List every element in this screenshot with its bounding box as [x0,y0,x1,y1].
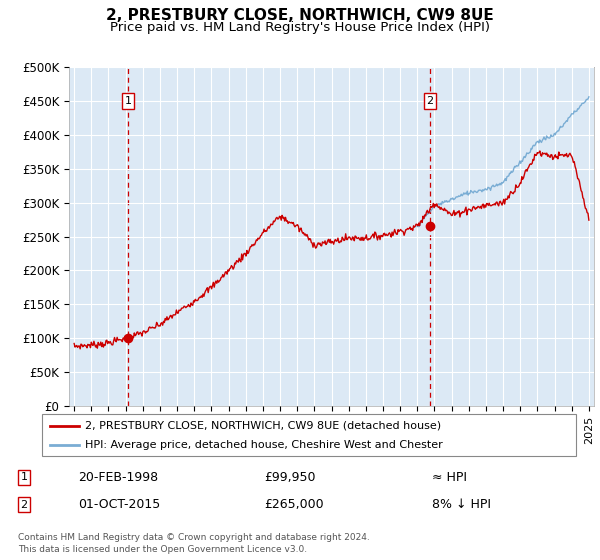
Text: Price paid vs. HM Land Registry's House Price Index (HPI): Price paid vs. HM Land Registry's House … [110,21,490,34]
Text: 01-OCT-2015: 01-OCT-2015 [78,498,160,511]
Text: ≈ HPI: ≈ HPI [432,471,467,484]
Text: 2: 2 [20,500,28,510]
Text: 8% ↓ HPI: 8% ↓ HPI [432,498,491,511]
Text: Contains HM Land Registry data © Crown copyright and database right 2024.: Contains HM Land Registry data © Crown c… [18,533,370,542]
Text: £265,000: £265,000 [264,498,323,511]
Text: 2, PRESTBURY CLOSE, NORTHWICH, CW9 8UE (detached house): 2, PRESTBURY CLOSE, NORTHWICH, CW9 8UE (… [85,421,441,431]
Text: 2, PRESTBURY CLOSE, NORTHWICH, CW9 8UE: 2, PRESTBURY CLOSE, NORTHWICH, CW9 8UE [106,8,494,24]
Text: 20-FEB-1998: 20-FEB-1998 [78,471,158,484]
Text: 1: 1 [124,96,131,106]
Text: 1: 1 [20,472,28,482]
Text: HPI: Average price, detached house, Cheshire West and Chester: HPI: Average price, detached house, Ches… [85,440,442,450]
Text: 2: 2 [427,96,434,106]
Text: This data is licensed under the Open Government Licence v3.0.: This data is licensed under the Open Gov… [18,545,307,554]
Text: £99,950: £99,950 [264,471,316,484]
